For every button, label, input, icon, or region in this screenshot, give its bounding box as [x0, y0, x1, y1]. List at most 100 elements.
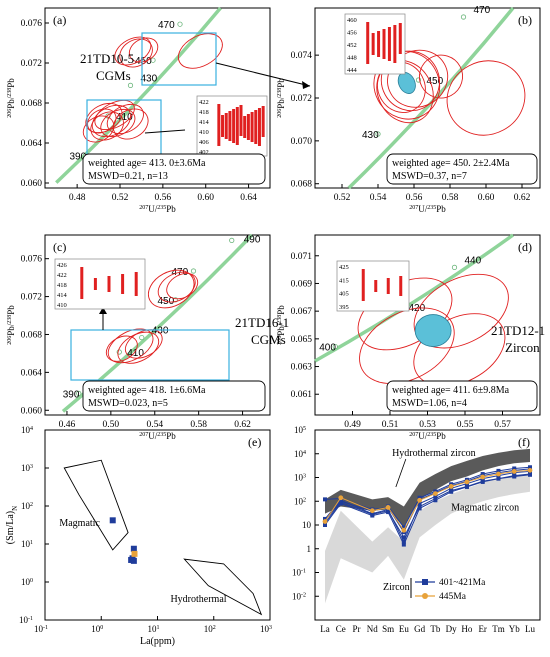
ree-point [433, 498, 438, 503]
y-tick-label: 104 [294, 449, 306, 459]
arrow-head [99, 307, 107, 314]
ree-point [449, 489, 454, 494]
age-info-box [82, 380, 266, 412]
inset-tick-label: 426 [57, 262, 68, 269]
x-category-label: Dy [446, 624, 457, 634]
mswd-text: MSWD=0.21, n=13 [88, 171, 168, 182]
y-tick-label: 0.068 [21, 330, 43, 340]
axis-label-part: Pb [436, 204, 446, 214]
y-tick-label: 0.071 [291, 252, 313, 262]
concordia-age-label: 490 [244, 234, 261, 245]
x-tick-label: 0.53 [419, 420, 436, 430]
error-ellipse [90, 111, 124, 141]
concordia-age-label: 430 [152, 326, 169, 337]
x-tick-label: 0.57 [494, 420, 511, 430]
ree-point [464, 484, 469, 489]
concordia-age-label: 430 [362, 130, 379, 141]
y-tick-label: 103 [294, 473, 306, 483]
x-tick-label: 0.64 [240, 193, 257, 203]
age-bar [386, 278, 390, 294]
sample-name: 21TD16-1 [235, 315, 289, 330]
field-label-magmatic: Magmatic [59, 518, 100, 529]
tick-exponent: 2 [30, 502, 33, 508]
age-bar [261, 106, 265, 137]
x-axis-label: 207U/235Pb [139, 204, 176, 214]
x-category-label: Nd [367, 624, 378, 634]
ree-point [480, 472, 485, 477]
legend-label: 401~421Ma [439, 578, 486, 588]
axis-label-part: Pb/ [6, 96, 16, 109]
axis-label-part: 235 [157, 205, 166, 211]
weighted-age-text: weighted age= 450. 2±2.4Ma [392, 158, 510, 169]
age-bar [374, 280, 378, 292]
error-ellipse [446, 60, 526, 136]
age-bar [371, 33, 375, 55]
y-tick-label: 0.060 [21, 179, 43, 189]
age-bar [221, 115, 225, 137]
age-bar [377, 31, 381, 57]
y-tick-label: 0.061 [291, 390, 313, 400]
x-category-label: Er [478, 624, 487, 634]
ree-point [480, 479, 485, 484]
legend-title: Zircon [383, 582, 410, 593]
y-tick-label: 0.076 [21, 255, 43, 265]
age-bar [382, 29, 386, 59]
axis-label-part: U/ [148, 431, 157, 441]
ree-point [401, 542, 406, 547]
x-category-label: Tm [492, 624, 505, 634]
ree-point [432, 491, 438, 496]
axis-label-part: 207 [139, 205, 148, 211]
age-bar [387, 27, 391, 61]
arrow-line [215, 62, 311, 87]
error-ellipse [359, 307, 455, 384]
age-bar [93, 278, 97, 290]
sample-name: 21TD12-1 [491, 323, 545, 338]
ree-point [338, 499, 343, 504]
x-tick-label: 0.56 [155, 193, 172, 203]
age-info-box [386, 153, 538, 185]
tick-exponent: 0 [30, 578, 33, 584]
age-bar [80, 267, 84, 299]
age-bar [366, 22, 370, 64]
age-bar [393, 25, 397, 63]
tick-exponent: -1 [43, 625, 48, 631]
ree-point [496, 468, 501, 473]
age-bar [239, 105, 243, 136]
axis-label-part: Pb [436, 431, 446, 441]
ree-point [480, 474, 486, 480]
ree-point [386, 510, 391, 515]
y-tick-label: 103 [21, 463, 33, 473]
ree-point [338, 495, 344, 501]
ree-point [527, 467, 533, 473]
y-tick-label: 105 [294, 425, 306, 435]
concordia-age-label: 440 [465, 255, 482, 266]
x-category-label: Ce [336, 624, 346, 634]
concordia-curve [314, 233, 515, 363]
y-tick-label: 0.064 [21, 139, 43, 149]
inset-tick-label: 444 [347, 67, 358, 74]
error-ellipse [105, 335, 138, 362]
x-tick-label: 10-1 [34, 624, 48, 634]
error-ellipse [82, 115, 115, 143]
inset-tick-label: 395 [339, 304, 349, 311]
x-tick-label: 0.54 [146, 420, 163, 430]
ree-point [385, 505, 391, 510]
axis-label-part: 238 [7, 88, 13, 97]
axis-label-part: 235 [157, 432, 166, 438]
axis-label-part: 238 [7, 315, 13, 324]
y-axis-label: 206Pb/238Pb [276, 305, 286, 345]
concordia-age-label: 470 [158, 20, 175, 31]
axis-label-part: Pb [166, 204, 176, 214]
inset-tick-label: 414 [57, 292, 68, 299]
y-axis-label: (Sm/La)N [5, 506, 19, 544]
tick-exponent: 5 [303, 426, 306, 432]
y-tick-label: 0.064 [21, 368, 43, 378]
error-ellipse [147, 269, 195, 309]
x-category-label: Sm [382, 624, 394, 634]
y-tick-label: 0.072 [21, 293, 43, 303]
axis-label-part: 235 [427, 432, 436, 438]
age-info-box [386, 380, 538, 412]
inset-tick-label: 422 [199, 99, 209, 106]
concordia-age-label: 400 [319, 343, 336, 354]
